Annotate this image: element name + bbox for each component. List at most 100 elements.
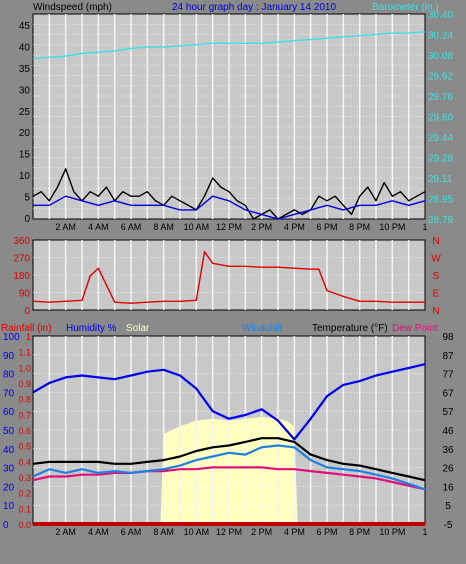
direction-tick-label: 90 bbox=[19, 289, 31, 300]
direction-tick-label: 0 bbox=[24, 306, 30, 317]
humidity-tick-label: 80 bbox=[3, 370, 15, 381]
humidity-tick-label: 90 bbox=[3, 351, 15, 362]
barometer-tick-label: 29.44 bbox=[428, 133, 453, 144]
temperature-tick-label: 57 bbox=[442, 407, 454, 418]
humidity-tick-label: 20 bbox=[3, 482, 15, 493]
series-humidity bbox=[32, 363, 426, 441]
legend-dew-point: Dew Point bbox=[392, 323, 438, 334]
x-tick-label: 2 AM bbox=[55, 222, 76, 232]
x-tick-label: 8 PM bbox=[349, 527, 370, 537]
windspeed-tick-label: 15 bbox=[19, 150, 31, 161]
x-tick-label: 10 AM bbox=[184, 222, 210, 232]
series-wind-direction bbox=[32, 250, 425, 304]
barometer-tick-label: 29.11 bbox=[428, 174, 453, 185]
temperature-tick-label: 5 bbox=[445, 501, 451, 512]
barometer-tick-label: 29.92 bbox=[428, 72, 453, 83]
x-tick-label: 1 bbox=[422, 527, 427, 537]
wind-panel-series bbox=[32, 31, 426, 220]
x-tick-label: 10 PM bbox=[379, 527, 405, 537]
windspeed-tick-label: 20 bbox=[19, 128, 31, 139]
rainfall-tick-label: 0.3 bbox=[18, 473, 31, 483]
axis-labels: 2 AM 4 AM 6 AM 8 AM 10 AM 12 PM 2 PM 4 PM 6 PM 8 … bbox=[3, 10, 454, 537]
x-tick-label: 4 PM bbox=[284, 222, 305, 232]
temperature-tick-label: 98 bbox=[442, 332, 454, 343]
windspeed-axis-title: Windspeed (mph) bbox=[33, 2, 112, 13]
x-tick-label: 12 PM bbox=[216, 527, 242, 537]
barometer-tick-label: 29.28 bbox=[428, 154, 453, 165]
wind-panel-grid bbox=[33, 14, 425, 219]
windspeed-tick-label: 40 bbox=[19, 42, 31, 53]
rainfall-tick-label: 0.2 bbox=[18, 489, 31, 499]
rainfall-tick-label: 0.7 bbox=[18, 410, 31, 420]
x-tick-label: 4 AM bbox=[88, 527, 109, 537]
legend-humidity: Humidity % bbox=[66, 323, 117, 334]
humidity-tick-label: 0 bbox=[3, 520, 9, 531]
legend-windchill: Windchill bbox=[242, 323, 282, 334]
compass-tick-label: W bbox=[431, 254, 441, 265]
direction-panel-grid bbox=[33, 240, 425, 310]
series-temperature-f bbox=[32, 437, 426, 482]
x-tick-label: 12 PM bbox=[216, 222, 242, 232]
series-windchill bbox=[32, 444, 426, 491]
rainfall-tick-label: 0.1 bbox=[18, 504, 31, 514]
rainfall-tick-label: 1.0 bbox=[18, 363, 31, 373]
barometer-axis-title: Barometer (in.) bbox=[372, 2, 439, 13]
rainfall-tick-label: 0.4 bbox=[18, 457, 31, 467]
x-tick-label: 8 AM bbox=[153, 527, 174, 537]
x-tick-label: 6 AM bbox=[121, 222, 142, 232]
x-tick-label: 10 AM bbox=[184, 527, 210, 537]
series-dew-point bbox=[32, 466, 426, 491]
direction-tick-label: 360 bbox=[13, 236, 30, 247]
compass-tick-label: S bbox=[433, 271, 440, 282]
x-tick-label: 6 PM bbox=[316, 222, 337, 232]
compass-tick-label: N bbox=[432, 306, 439, 317]
humidity-tick-label: 30 bbox=[3, 464, 15, 475]
humidity-tick-label: 60 bbox=[3, 407, 15, 418]
x-tick-label: 4 AM bbox=[88, 222, 109, 232]
windspeed-tick-label: 35 bbox=[19, 64, 31, 75]
series-windspeed-mph bbox=[32, 168, 426, 220]
temperature-tick-label: 87 bbox=[442, 351, 454, 362]
temperature-tick-label: 77 bbox=[442, 370, 454, 381]
rainfall-tick-label: 1.1 bbox=[18, 348, 31, 358]
x-tick-label: 6 PM bbox=[316, 527, 337, 537]
temperature-tick-label: 26 bbox=[442, 464, 454, 475]
windspeed-tick-label: 0 bbox=[24, 214, 30, 225]
direction-panel-series bbox=[32, 250, 425, 304]
barometer-tick-label: 29.60 bbox=[428, 113, 453, 124]
series-barometer-in bbox=[32, 31, 426, 60]
environment-panel-grid bbox=[33, 336, 425, 524]
temperature-tick-label: 67 bbox=[442, 388, 454, 399]
compass-tick-label: N bbox=[432, 236, 439, 247]
graph-title: 24 hour graph day : January 14 2010 bbox=[172, 2, 336, 13]
x-tick-label: 8 AM bbox=[153, 222, 174, 232]
windspeed-tick-label: 10 bbox=[19, 171, 31, 182]
barometer-tick-label: 30.08 bbox=[428, 51, 453, 62]
compass-tick-label: E bbox=[433, 289, 440, 300]
barometer-tick-label: 30.40 bbox=[428, 10, 453, 21]
temperature-tick-label: 16 bbox=[442, 482, 454, 493]
temperature-tick-label: 46 bbox=[442, 426, 454, 437]
humidity-tick-label: 100 bbox=[3, 332, 20, 343]
x-tick-label: 2 PM bbox=[251, 222, 272, 232]
rainfall-tick-label: 1 bbox=[26, 332, 31, 342]
windspeed-tick-label: 5 bbox=[24, 193, 30, 204]
rainfall-tick-label: 0.6 bbox=[18, 426, 31, 436]
direction-tick-label: 180 bbox=[13, 271, 30, 282]
barometer-tick-label: 29.76 bbox=[428, 92, 453, 103]
legend-rainfall: Rainfall (in) bbox=[1, 323, 52, 334]
x-tick-label: 8 PM bbox=[349, 222, 370, 232]
windspeed-tick-label: 45 bbox=[19, 21, 31, 32]
direction-tick-label: 270 bbox=[13, 254, 30, 265]
legend-temperature: Temperature (°F) bbox=[312, 323, 388, 334]
x-tick-label: 10 PM bbox=[379, 222, 405, 232]
temperature-tick-label: 36 bbox=[442, 445, 454, 456]
x-tick-label: 4 PM bbox=[284, 527, 305, 537]
humidity-tick-label: 40 bbox=[3, 445, 15, 456]
barometer-tick-label: 28.95 bbox=[428, 195, 453, 206]
x-tick-label: 1 bbox=[422, 222, 427, 232]
barometer-tick-label: 28.79 bbox=[428, 215, 453, 226]
barometer-tick-label: 30.24 bbox=[428, 31, 453, 42]
